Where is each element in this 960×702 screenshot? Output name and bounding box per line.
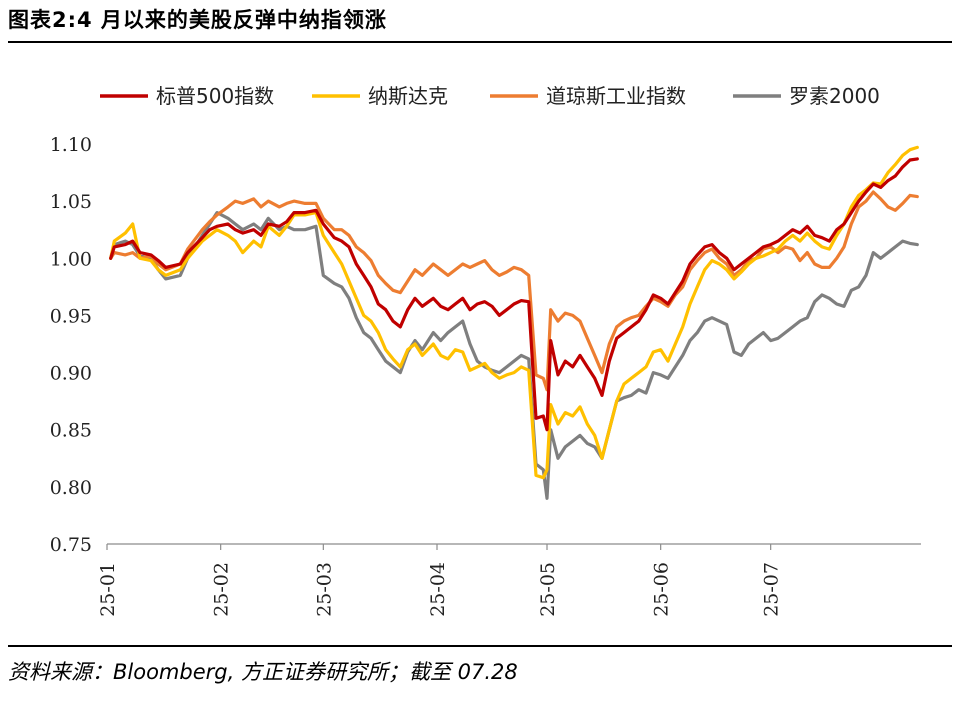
- x-tick-label: 25-05: [537, 562, 559, 617]
- source-note: 资料来源：Bloomberg, 方正证券研究所；截至 07.28: [8, 660, 518, 684]
- y-tick-label: 0.75: [50, 534, 92, 556]
- legend-label: 标普500指数: [156, 84, 274, 108]
- y-tick-label: 1.00: [50, 248, 92, 270]
- series-line: [109, 211, 919, 500]
- y-tick-label: 0.90: [50, 363, 92, 385]
- x-axis: 25-01 25-02 25-03 25-04 25-05 25-06 25-07: [97, 543, 921, 617]
- chart-legend: 标普500指数 纳斯达克 道琼斯工业指数 罗素2000: [100, 84, 880, 108]
- line-chart: 标普500指数 纳斯达克 道琼斯工业指数 罗素2000 1.10 1.05 1.00 0.9…: [50, 84, 921, 617]
- x-tick-label: 25-07: [761, 562, 783, 617]
- legend-label: 罗素2000: [789, 84, 880, 108]
- y-axis: 1.10 1.05 1.00 0.95 0.90 0.85 0.80 0.75: [50, 134, 92, 556]
- chart-title: 图表2:4 月以来的美股反弹中纳指领涨: [8, 8, 387, 32]
- x-tick-label: 25-04: [427, 562, 449, 617]
- y-tick-label: 0.95: [50, 305, 92, 327]
- y-tick-label: 1.10: [50, 134, 92, 156]
- x-tick-label: 25-03: [313, 562, 335, 617]
- legend-label: 道琼斯工业指数: [546, 84, 686, 108]
- x-tick-label: 25-06: [651, 562, 673, 617]
- legend-label: 纳斯达克: [368, 84, 448, 108]
- x-tick-label: 25-02: [211, 562, 233, 617]
- y-tick-label: 0.80: [50, 477, 92, 499]
- x-tick-label: 25-01: [97, 562, 119, 617]
- series-lines: [109, 145, 919, 500]
- series-line: [109, 157, 919, 432]
- series-line: [109, 145, 919, 480]
- y-tick-label: 0.85: [50, 420, 92, 442]
- title-rule: [8, 41, 952, 43]
- series-line: [109, 190, 919, 392]
- y-tick-label: 1.05: [50, 191, 92, 213]
- source-rule: [8, 645, 952, 647]
